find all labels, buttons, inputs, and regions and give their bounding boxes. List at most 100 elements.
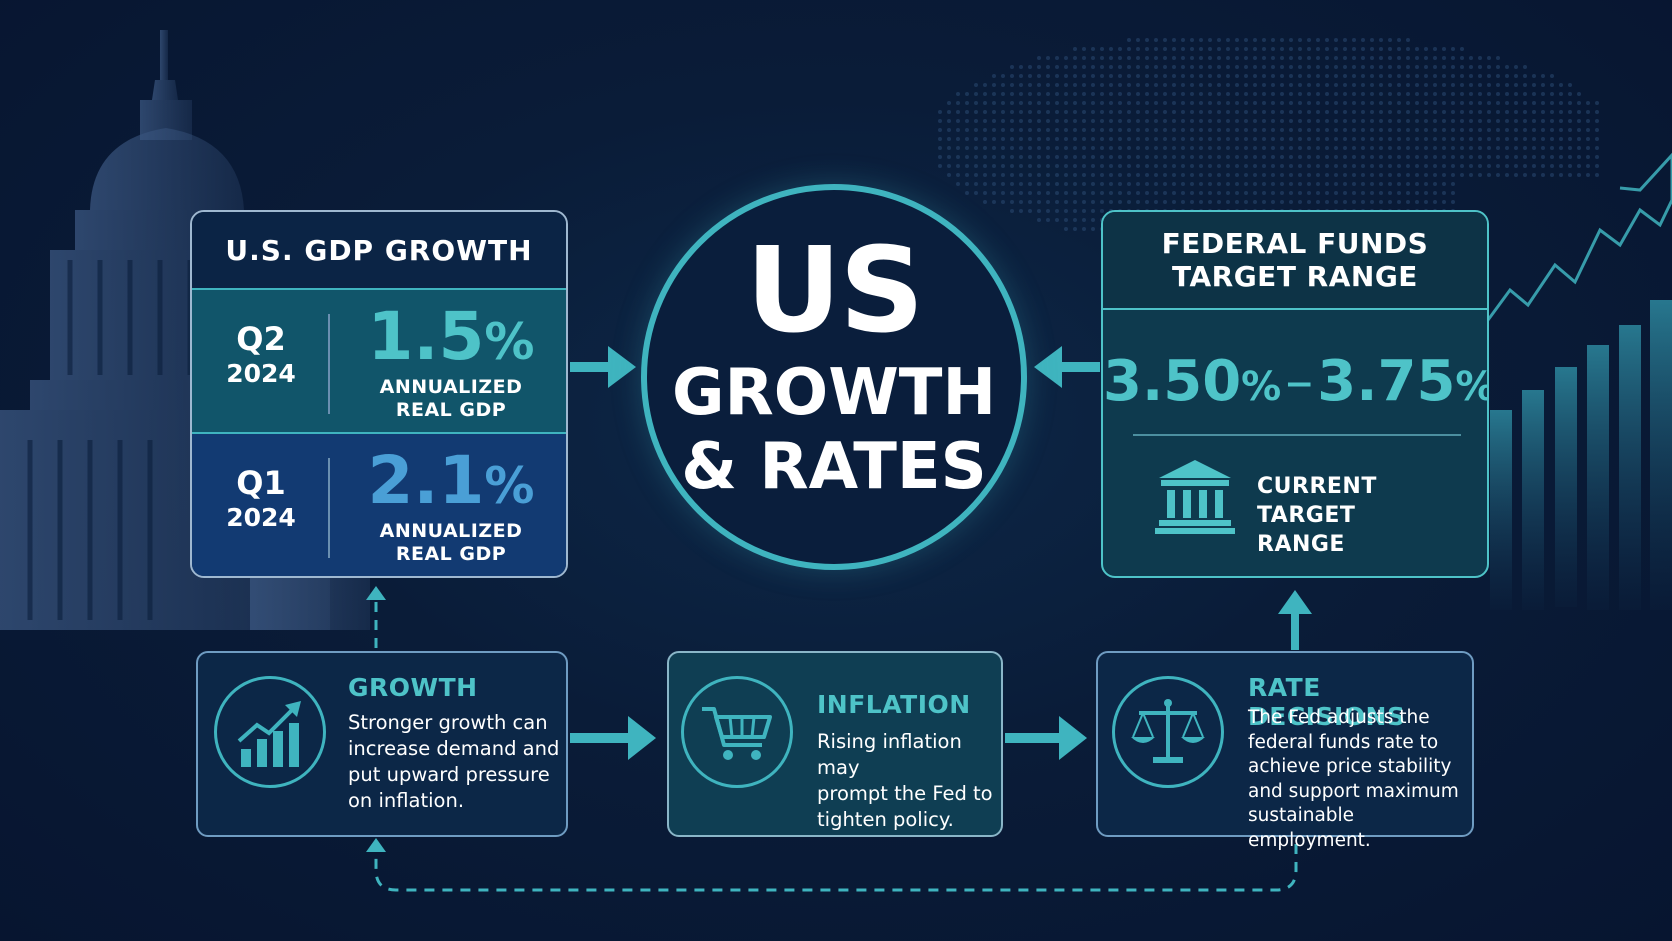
map-dot xyxy=(1199,56,1203,60)
map-dot xyxy=(1244,65,1248,69)
map-dot xyxy=(1280,56,1284,60)
map-dot xyxy=(1235,119,1239,123)
map-dot xyxy=(1352,92,1356,96)
map-dot xyxy=(1172,47,1176,51)
map-dot xyxy=(1010,92,1014,96)
map-dot xyxy=(1208,83,1212,87)
map-dot xyxy=(1433,110,1437,114)
map-dot xyxy=(1046,164,1050,168)
map-dot xyxy=(1415,110,1419,114)
map-dot xyxy=(1343,47,1347,51)
map-dot xyxy=(938,128,942,132)
map-dot xyxy=(1298,92,1302,96)
map-dot xyxy=(1091,74,1095,78)
map-dot xyxy=(1442,110,1446,114)
map-dot xyxy=(1442,47,1446,51)
map-dot xyxy=(1343,137,1347,141)
map-dot xyxy=(1451,191,1455,195)
map-dot xyxy=(1334,155,1338,159)
map-dot xyxy=(1289,92,1293,96)
map-dot xyxy=(1316,128,1320,132)
map-dot xyxy=(1478,128,1482,132)
map-dot xyxy=(1586,173,1590,177)
map-dot xyxy=(1199,110,1203,114)
map-dot xyxy=(1154,38,1158,42)
map-dot xyxy=(1460,128,1464,132)
map-dot xyxy=(1100,200,1104,204)
map-dot xyxy=(1478,56,1482,60)
map-dot xyxy=(1181,173,1185,177)
map-dot xyxy=(1037,200,1041,204)
map-dot xyxy=(1370,38,1374,42)
map-dot xyxy=(1433,119,1437,123)
map-dot xyxy=(1541,74,1545,78)
map-dot xyxy=(1370,65,1374,69)
map-dot xyxy=(1523,74,1527,78)
map-dot xyxy=(1280,182,1284,186)
map-dot xyxy=(1406,191,1410,195)
map-dot xyxy=(1307,191,1311,195)
map-dot xyxy=(1550,137,1554,141)
map-dot xyxy=(1145,38,1149,42)
map-dot xyxy=(1307,92,1311,96)
map-dot xyxy=(1280,74,1284,78)
arrow-inflation-to-rate xyxy=(1005,733,1063,743)
map-dot xyxy=(1514,137,1518,141)
map-dot xyxy=(1082,47,1086,51)
map-dot xyxy=(1451,200,1455,204)
inflation-box: INFLATION Rising inflation may prompt the… xyxy=(667,651,1003,837)
map-dot xyxy=(1073,137,1077,141)
map-dot xyxy=(1406,74,1410,78)
map-dot xyxy=(983,128,987,132)
map-dot xyxy=(1289,128,1293,132)
map-dot xyxy=(1235,137,1239,141)
map-dot xyxy=(1433,137,1437,141)
map-dot xyxy=(1181,128,1185,132)
map-dot xyxy=(1217,92,1221,96)
map-dot xyxy=(956,128,960,132)
map-dot xyxy=(1109,137,1113,141)
map-dot xyxy=(1406,173,1410,177)
map-dot xyxy=(1055,182,1059,186)
map-dot xyxy=(1532,164,1536,168)
map-dot xyxy=(1046,128,1050,132)
map-dot xyxy=(1280,164,1284,168)
map-dot xyxy=(1487,110,1491,114)
map-dot xyxy=(1118,128,1122,132)
map-dot xyxy=(1406,92,1410,96)
map-dot xyxy=(1271,155,1275,159)
map-dot xyxy=(1217,119,1221,123)
map-dot xyxy=(1325,119,1329,123)
map-dot xyxy=(1145,47,1149,51)
map-dot xyxy=(1019,191,1023,195)
map-dot xyxy=(1127,155,1131,159)
map-dot xyxy=(1172,110,1176,114)
map-dot xyxy=(1325,101,1329,105)
map-dot xyxy=(1280,128,1284,132)
map-dot xyxy=(1145,182,1149,186)
map-dot xyxy=(1127,173,1131,177)
map-dot xyxy=(1262,128,1266,132)
map-dot xyxy=(956,92,960,96)
map-dot xyxy=(1595,155,1599,159)
map-dot xyxy=(1082,155,1086,159)
map-dot xyxy=(1496,173,1500,177)
map-dot xyxy=(1514,110,1518,114)
map-dot xyxy=(1208,47,1212,51)
map-dot xyxy=(1262,173,1266,177)
map-dot xyxy=(1163,56,1167,60)
map-dot xyxy=(1478,65,1482,69)
map-dot xyxy=(1424,137,1428,141)
map-dot xyxy=(974,110,978,114)
map-dot xyxy=(1298,110,1302,114)
map-dot xyxy=(947,164,951,168)
map-dot xyxy=(974,92,978,96)
map-dot xyxy=(1208,56,1212,60)
map-dot xyxy=(1235,47,1239,51)
map-dot xyxy=(1325,200,1329,204)
map-dot xyxy=(1298,191,1302,195)
map-dot xyxy=(1316,200,1320,204)
map-dot xyxy=(1082,173,1086,177)
map-dot xyxy=(956,110,960,114)
map-dot xyxy=(1379,56,1383,60)
